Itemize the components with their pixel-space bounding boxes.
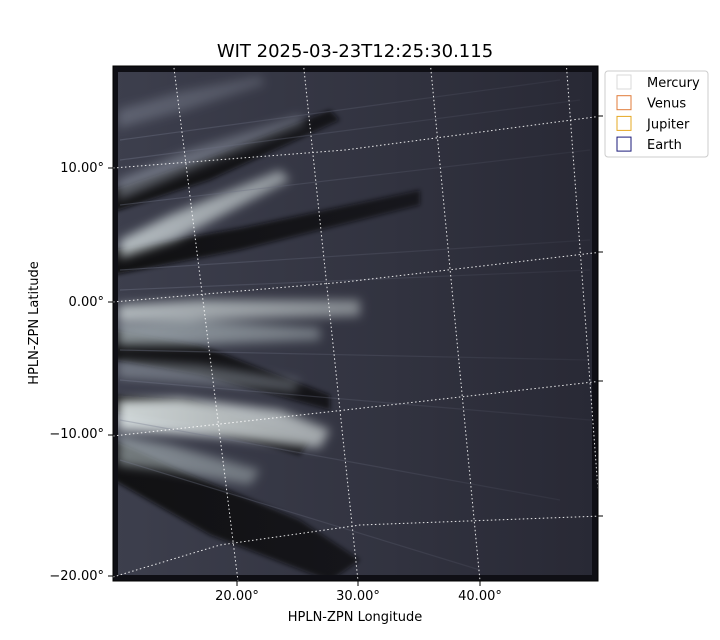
chart-title: WIT 2025-03-23T12:25:30.115 — [217, 41, 493, 62]
legend-label-venus: Venus — [647, 97, 686, 112]
plot-frame — [112, 65, 599, 582]
legend-box — [604, 70, 709, 158]
legend-swatch-jupiter — [616, 115, 632, 131]
grid-line-lat-0 — [112, 251, 603, 303]
right-ticks — [598, 115, 603, 517]
y-tick-label: 10.00° — [60, 161, 104, 176]
y-tick-label: −20.00° — [49, 569, 104, 584]
coronal-image — [113, 66, 598, 581]
grid-line-lat-m10 — [112, 380, 603, 437]
grid-line-lat-10 — [112, 115, 603, 169]
y-axis: 10.00° 0.00° −10.00° −20.00° HPLN-ZPN La… — [27, 161, 113, 584]
grid-line-lon-35 — [429, 59, 481, 582]
y-tick-label: −10.00° — [49, 427, 104, 442]
legend-swatch-earth — [616, 136, 632, 152]
legend-label-mercury: Mercury — [647, 76, 700, 91]
legend-label-jupiter: Jupiter — [646, 117, 690, 132]
legend-swatch-mercury — [616, 74, 632, 90]
legend: Mercury Venus Jupiter Earth — [604, 70, 709, 158]
x-tick-label: 20.00° — [215, 589, 259, 604]
legend-swatch-venus — [616, 95, 632, 111]
y-axis-label: HPLN-ZPN Latitude — [27, 261, 42, 384]
x-tick-label: 30.00° — [336, 589, 380, 604]
coordinate-grid — [112, 59, 603, 582]
x-axis-label: HPLN-ZPN Longitude — [288, 610, 423, 625]
x-axis: 20.00° 30.00° 40.00° HPLN-ZPN Longitude — [215, 581, 502, 625]
y-tick-label: 0.00° — [69, 295, 104, 310]
plot-area — [112, 59, 603, 582]
x-tick-label: 40.00° — [458, 589, 502, 604]
grid-line-lon-25 — [302, 59, 359, 582]
legend-label-earth: Earth — [647, 138, 682, 153]
